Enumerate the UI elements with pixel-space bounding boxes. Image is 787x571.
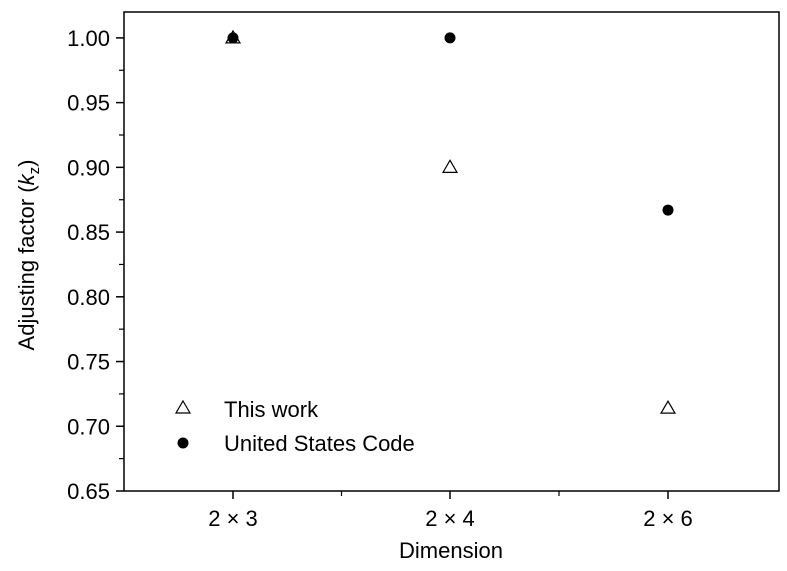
legend-item-united-states-code: United States Code xyxy=(177,431,415,456)
y-axis-ticks: 0.65 0.70 0.75 0.80 0.85 0.90 0.95 1.00 xyxy=(67,26,124,504)
legend: This work United States Code xyxy=(174,397,415,456)
point-united-states-code xyxy=(227,32,239,44)
y-axis-title-subscript: z xyxy=(26,167,43,175)
legend-marker-circle xyxy=(177,437,189,449)
legend-item-this-work: This work xyxy=(174,397,319,422)
axes xyxy=(123,11,780,492)
point-united-states-code xyxy=(662,204,674,216)
point-this-work xyxy=(659,399,677,414)
x-tick-label: 2 × 3 xyxy=(208,506,258,531)
y-tick-label: 0.90 xyxy=(67,155,110,180)
legend-label-united-states-code: United States Code xyxy=(224,431,415,456)
x-tick-label: 2 × 4 xyxy=(425,506,475,531)
y-tick-label: 0.70 xyxy=(67,414,110,439)
y-tick-label: 0.65 xyxy=(67,479,110,504)
legend-marker-triangle xyxy=(174,399,192,414)
y-tick-label: 0.75 xyxy=(67,350,110,375)
y-axis-title-symbol: k xyxy=(14,173,39,185)
legend-label-this-work: This work xyxy=(224,397,319,422)
x-axis-ticks: 2 × 3 2 × 4 2 × 6 xyxy=(208,491,693,531)
plot-frame xyxy=(123,11,780,492)
y-axis-title-prefix: Adjusting factor ( xyxy=(14,185,39,351)
data-points xyxy=(224,29,677,414)
y-tick-label: 0.85 xyxy=(67,220,110,245)
x-axis-title: Dimension xyxy=(399,538,503,563)
y-tick-label: 1.00 xyxy=(67,26,110,51)
x-tick-label: 2 × 6 xyxy=(643,506,693,531)
point-united-states-code xyxy=(444,32,456,44)
y-tick-label: 0.80 xyxy=(67,285,110,310)
point-this-work xyxy=(441,159,459,173)
y-axis-title-suffix: ) xyxy=(14,160,39,167)
y-axis-title: Adjusting factor (kz) xyxy=(14,160,43,351)
y-tick-label: 0.95 xyxy=(67,91,110,116)
